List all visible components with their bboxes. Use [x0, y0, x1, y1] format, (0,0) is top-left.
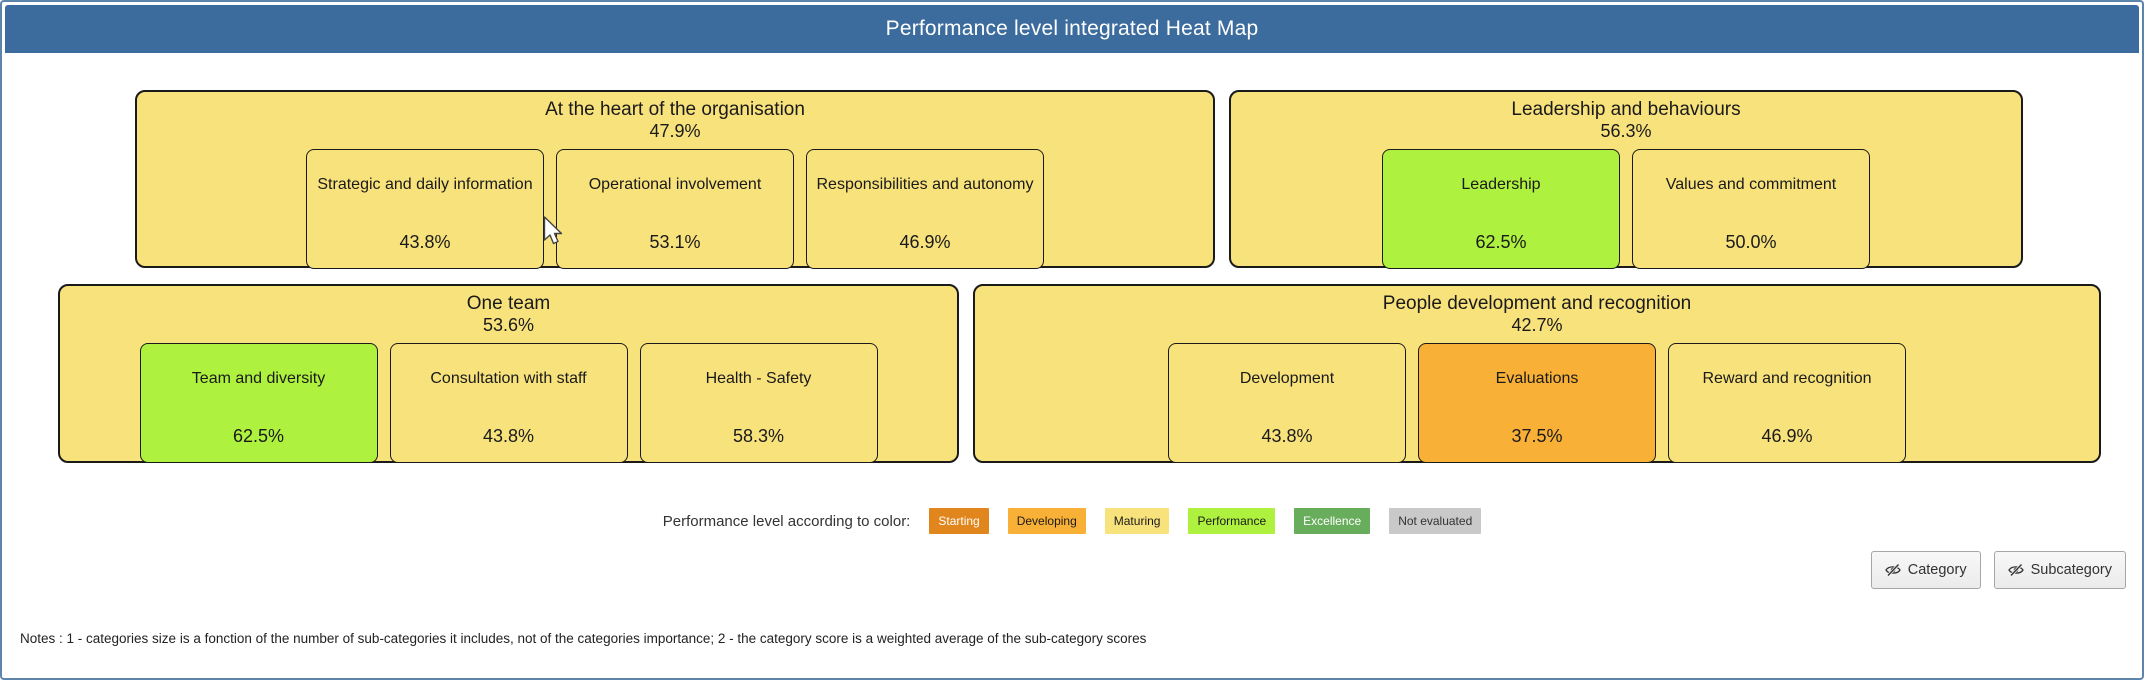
eye-slash-icon	[2007, 562, 2024, 578]
category-score: 42.7%	[1511, 315, 1563, 335]
subcategory-label: Responsibilities and autonomy	[816, 176, 1034, 193]
notes-text: Notes : 1 - categories size is a fonctio…	[20, 631, 1147, 646]
subcategory-label: Values and commitment	[1665, 176, 1837, 193]
category-title: One team	[466, 293, 551, 314]
category-title: At the heart of the organisation	[545, 99, 805, 120]
subcategory-label: Reward and recognition	[1702, 370, 1872, 387]
toggle-category-button[interactable]: Category	[1870, 551, 1981, 589]
category-title: Leadership and behaviours	[1511, 99, 1741, 120]
legend-chip-maturing: Maturing	[1104, 508, 1170, 534]
header-bar: Performance level integrated Heat Map	[5, 5, 2139, 53]
subcategory-label: Team and diversity	[191, 370, 326, 387]
subcategory-row: Strategic and daily information 43.8% Op…	[137, 149, 1213, 269]
subcategory-score: 53.1%	[649, 232, 701, 252]
subcategory-score: 37.5%	[1511, 426, 1563, 446]
subcategory-label: Strategic and daily information	[317, 176, 533, 193]
subcategory-box-values-commitment[interactable]: Values and commitment 50.0%	[1632, 149, 1870, 269]
subcategory-box-leadership[interactable]: Leadership 62.5%	[1382, 149, 1620, 269]
subcategory-box-strategic-information[interactable]: Strategic and daily information 43.8%	[306, 149, 544, 269]
subcategory-label: Health - Safety	[705, 370, 812, 387]
legend-chip-performance: Performance	[1188, 508, 1276, 534]
subcategory-label: Development	[1239, 370, 1335, 387]
subcategory-row: Development 43.8% Evaluations 37.5% Rewa…	[975, 343, 2099, 463]
category-score: 56.3%	[1600, 121, 1652, 141]
toggle-subcategory-button[interactable]: Subcategory	[1993, 551, 2126, 589]
category-box-one-team[interactable]: One team 53.6% Team and diversity 62.5% …	[58, 284, 959, 463]
category-box-at-the-heart[interactable]: At the heart of the organisation 47.9% S…	[135, 90, 1215, 269]
subcategory-row: Leadership 62.5% Values and commitment 5…	[1231, 149, 2021, 269]
legend-chip-starting: Starting	[929, 508, 989, 534]
visibility-toggle-group: Category Subcategory	[1870, 551, 2126, 589]
category-score: 53.6%	[482, 315, 535, 335]
subcategory-box-consultation-staff[interactable]: Consultation with staff 43.8%	[389, 343, 628, 463]
toggle-category-label: Category	[1907, 562, 1967, 578]
subcategory-score: 43.8%	[1261, 426, 1313, 446]
subcategory-row: Team and diversity 62.5% Consultation wi…	[60, 343, 957, 463]
subcategory-box-evaluations[interactable]: Evaluations 37.5%	[1418, 343, 1656, 463]
subcategory-label: Operational involvement	[588, 176, 762, 193]
subcategory-label: Evaluations	[1495, 370, 1579, 387]
category-box-people-development[interactable]: People development and recognition 42.7%…	[973, 284, 2101, 463]
subcategory-box-health-safety[interactable]: Health - Safety 58.3%	[639, 343, 878, 463]
category-title: People development and recognition	[1382, 293, 1692, 314]
category-box-leadership-behaviours[interactable]: Leadership and behaviours 56.3% Leadersh…	[1229, 90, 2023, 269]
subcategory-score: 58.3%	[732, 426, 785, 446]
subcategory-box-operational-involvement[interactable]: Operational involvement 53.1%	[556, 149, 794, 269]
subcategory-box-reward-recognition[interactable]: Reward and recognition 46.9%	[1668, 343, 1906, 463]
subcategory-box-responsibilities-autonomy[interactable]: Responsibilities and autonomy 46.9%	[806, 149, 1044, 269]
subcategory-box-development[interactable]: Development 43.8%	[1168, 343, 1406, 463]
legend-chip-excellence: Excellence	[1294, 508, 1371, 534]
subcategory-score: 46.9%	[899, 232, 951, 252]
subcategory-box-team-diversity[interactable]: Team and diversity 62.5%	[139, 343, 378, 463]
legend-label: Performance level according to color:	[662, 512, 911, 530]
toggle-subcategory-label: Subcategory	[2030, 562, 2112, 578]
subcategory-score: 62.5%	[232, 426, 285, 446]
subcategory-score: 62.5%	[1475, 232, 1527, 252]
subcategory-label: Leadership	[1461, 176, 1541, 193]
page-title: Performance level integrated Heat Map	[885, 17, 1259, 40]
legend-chip-developing: Developing	[1007, 508, 1086, 534]
eye-slash-icon	[1884, 562, 1901, 578]
subcategory-score: 43.8%	[482, 426, 535, 446]
category-score: 47.9%	[649, 121, 701, 141]
subcategory-score: 46.9%	[1761, 426, 1813, 446]
subcategory-label: Consultation with staff	[430, 370, 587, 387]
color-legend: Performance level according to color: St…	[2, 508, 2142, 534]
subcategory-score: 43.8%	[399, 232, 451, 252]
subcategory-score: 50.0%	[1725, 232, 1777, 252]
legend-chip-not-evaluated: Not evaluated	[1389, 508, 1482, 534]
